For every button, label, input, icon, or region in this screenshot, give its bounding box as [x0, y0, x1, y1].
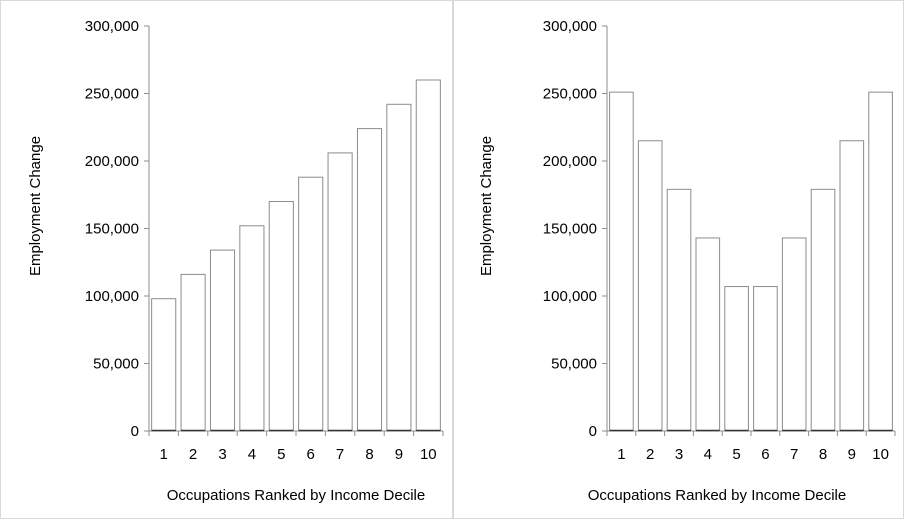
x-tick-label: 2	[189, 446, 197, 463]
chart-panel-right: 0 50,000 100,000 150,000 200,000 250,000 300,0…	[453, 0, 904, 519]
y-tick-label: 0	[589, 423, 597, 440]
x-tick-label: 10	[420, 446, 437, 463]
bar-decile-2	[637, 140, 663, 432]
bar-decile-7	[781, 237, 807, 432]
x-tick-label: 9	[848, 446, 856, 463]
bar-decile-8	[356, 128, 383, 432]
x-tick-label: 4	[248, 446, 256, 463]
x-tick-label: 2	[646, 446, 654, 463]
bar-chart-right: 0 50,000 100,000 150,000 200,000 250,000 300,0…	[478, 18, 896, 504]
chart-panel-left: 0 50,000 100,000 150,000 200,000 250,000 300,0…	[0, 0, 453, 519]
bar-decile-4	[695, 237, 721, 432]
x-tick-label: 5	[732, 446, 740, 463]
x-tick-label: 3	[675, 446, 683, 463]
bar-decile-10	[415, 79, 441, 432]
x-tick-label: 8	[819, 446, 827, 463]
x-tick-label: 4	[704, 446, 712, 463]
bar-decile-5	[724, 286, 749, 432]
bar-decile-7	[327, 152, 353, 432]
bar-decile-1	[609, 91, 634, 432]
y-tick-label: 0	[131, 423, 139, 440]
y-tick-label: 100,000	[85, 288, 139, 305]
bar-decile-3	[209, 249, 236, 432]
x-tick-label: 3	[218, 446, 226, 463]
y-tick-label: 150,000	[85, 221, 139, 238]
bar-decile-4	[239, 225, 265, 432]
x-tick-label: 7	[336, 446, 344, 463]
x-tick-label: 1	[160, 446, 168, 463]
y-tick-label: 150,000	[543, 221, 597, 238]
bar-decile-2	[180, 273, 206, 432]
x-tick-label: 5	[277, 446, 285, 463]
x-tick-label: 10	[872, 446, 889, 463]
y-axis-title: Employment Change	[27, 136, 44, 276]
x-tick-label: 9	[395, 446, 403, 463]
x-axis-title: Occupations Ranked by Income Decile	[588, 487, 846, 504]
bar-decile-9	[386, 103, 412, 432]
y-tick-label: 200,000	[543, 153, 597, 170]
bar-decile-1	[151, 298, 177, 432]
y-tick-label: 50,000	[93, 356, 139, 373]
x-tick-label: 8	[365, 446, 373, 463]
bar-decile-8	[810, 188, 836, 432]
x-tick-label: 1	[617, 446, 625, 463]
x-tick-label: 6	[307, 446, 315, 463]
bar-decile-5	[268, 201, 294, 432]
y-tick-label: 50,000	[551, 356, 597, 373]
bar-decile-6	[298, 176, 324, 432]
y-tick-label: 250,000	[85, 86, 139, 103]
y-axis-title: Employment Change	[478, 136, 495, 276]
x-tick-label: 7	[790, 446, 798, 463]
y-tick-label: 200,000	[85, 153, 139, 170]
y-tick-label: 250,000	[543, 86, 597, 103]
x-axis-title: Occupations Ranked by Income Decile	[167, 487, 425, 504]
y-tick-label: 100,000	[543, 288, 597, 305]
y-tick-label: 300,000	[543, 18, 597, 35]
bar-decile-6	[753, 286, 778, 432]
bar-decile-9	[839, 140, 865, 432]
bar-decile-3	[666, 188, 692, 432]
bar-decile-10	[868, 91, 893, 432]
bar-chart-left: 0 50,000 100,000 150,000 200,000 250,000 300,0…	[27, 18, 444, 504]
x-tick-label: 6	[761, 446, 769, 463]
y-tick-label: 300,000	[85, 18, 139, 35]
